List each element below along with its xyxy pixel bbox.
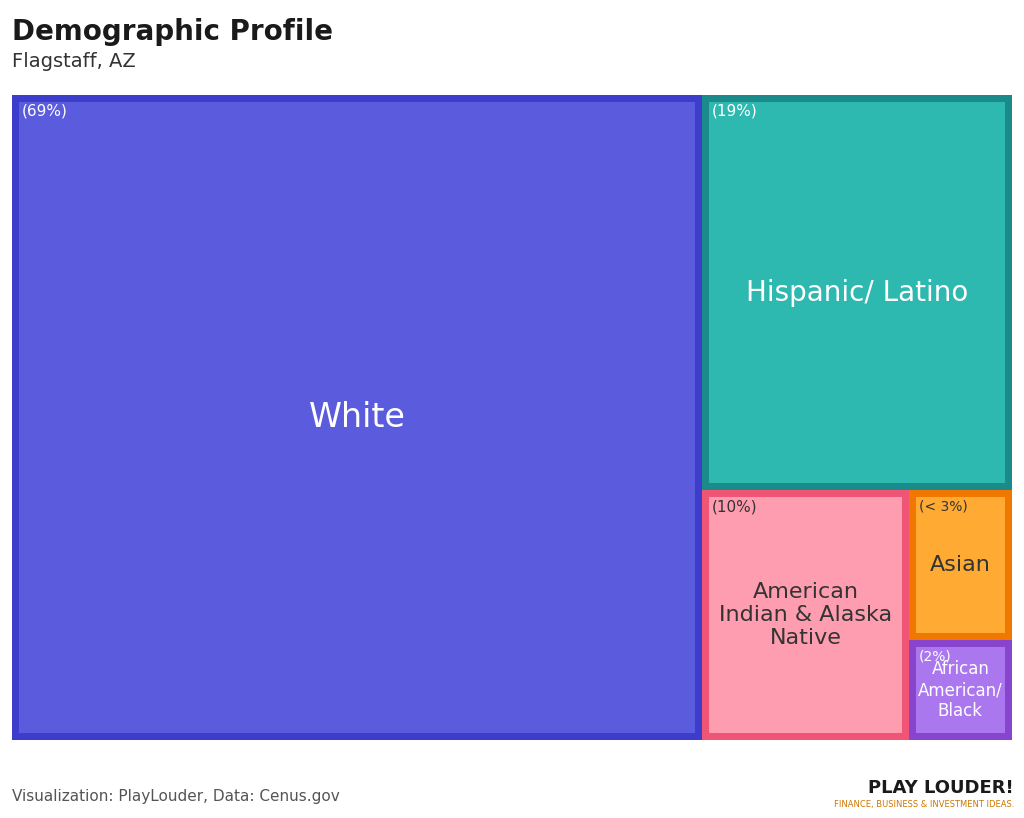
Bar xyxy=(915,647,1005,733)
Bar xyxy=(19,102,695,733)
Text: Visualization: PlayLouder, Data: Cenus.gov: Visualization: PlayLouder, Data: Cenus.g… xyxy=(12,789,340,803)
Text: (< 3%): (< 3%) xyxy=(919,499,968,514)
Bar xyxy=(709,102,1005,483)
Text: Hispanic/ Latino: Hispanic/ Latino xyxy=(745,279,968,307)
Text: Demographic Profile: Demographic Profile xyxy=(12,18,333,46)
Text: (2%): (2%) xyxy=(919,649,951,663)
Bar xyxy=(908,640,1012,740)
Text: FINANCE, BUSINESS & INVESTMENT IDEAS.: FINANCE, BUSINESS & INVESTMENT IDEAS. xyxy=(834,799,1014,808)
Text: (10%): (10%) xyxy=(712,499,758,515)
Text: White: White xyxy=(308,401,406,434)
Text: PLAY LOUDER!: PLAY LOUDER! xyxy=(868,779,1014,797)
Text: African
American/
Black: African American/ Black xyxy=(918,660,1002,720)
Text: (19%): (19%) xyxy=(712,104,758,119)
Bar xyxy=(908,490,1012,640)
Text: American
Indian & Alaska
Native: American Indian & Alaska Native xyxy=(719,582,892,649)
Text: Asian: Asian xyxy=(930,555,991,575)
Bar xyxy=(12,95,702,740)
Bar xyxy=(709,497,902,733)
Bar xyxy=(915,497,1005,633)
Bar xyxy=(702,490,908,740)
Text: Flagstaff, AZ: Flagstaff, AZ xyxy=(12,52,136,71)
Bar xyxy=(702,95,1012,490)
Text: (69%): (69%) xyxy=(22,104,68,119)
